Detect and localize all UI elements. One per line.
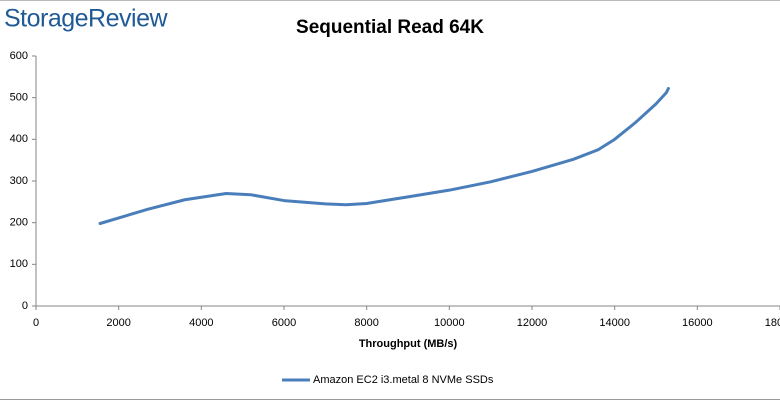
y-tick-label: 100 [10, 258, 28, 270]
x-tick-label: 8000 [354, 317, 378, 329]
x-tick-label: 4000 [189, 317, 213, 329]
y-tick-label: 600 [10, 50, 28, 62]
x-tick-label: 0 [33, 317, 39, 329]
x-tick-label: 18000 [765, 317, 780, 329]
logo: StorageReview [4, 5, 168, 33]
x-tick-label: 6000 [272, 317, 296, 329]
x-tick-label: 16000 [682, 317, 713, 329]
x-tick-label: 12000 [517, 317, 548, 329]
series-line [98, 87, 670, 225]
x-tick-label: 10000 [434, 317, 465, 329]
x-tick-label: 14000 [599, 317, 630, 329]
y-tick-label: 500 [10, 92, 28, 104]
y-tick-label: 300 [10, 175, 28, 187]
x-axis-label: Throughput (MB/s) [359, 338, 458, 350]
y-tick-label: 0 [22, 300, 28, 312]
y-tick-label: 200 [10, 217, 28, 229]
legend-label: Amazon EC2 i3.metal 8 NVMe SSDs [313, 374, 494, 386]
chart-title: Sequential Read 64K [296, 17, 484, 38]
y-tick-label: 400 [10, 133, 28, 145]
x-tick-label: 2000 [106, 317, 130, 329]
